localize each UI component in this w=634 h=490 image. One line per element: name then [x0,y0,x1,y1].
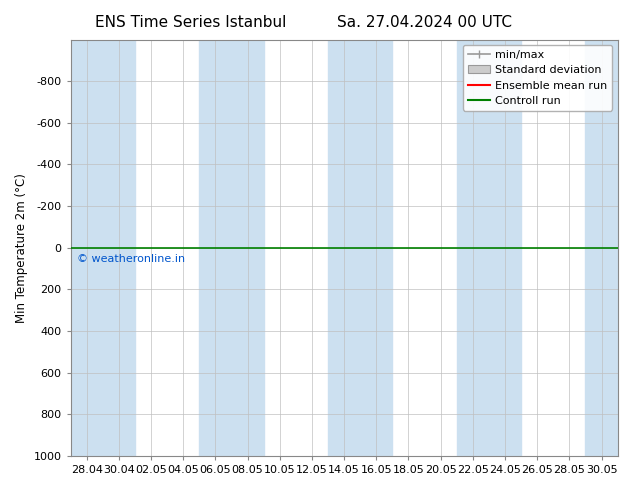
Text: © weatheronline.in: © weatheronline.in [77,254,185,264]
Bar [456,40,489,456]
Bar [360,40,392,456]
Bar [328,40,360,456]
Bar [199,40,231,456]
Text: Sa. 27.04.2024 00 UTC: Sa. 27.04.2024 00 UTC [337,15,512,30]
Bar [585,40,618,456]
Bar [489,40,521,456]
Bar [103,40,135,456]
Text: ENS Time Series Istanbul: ENS Time Series Istanbul [94,15,286,30]
Bar [231,40,264,456]
Bar [70,40,103,456]
Y-axis label: Min Temperature 2m (°C): Min Temperature 2m (°C) [15,173,28,323]
Legend: min/max, Standard deviation, Ensemble mean run, Controll run: min/max, Standard deviation, Ensemble me… [463,45,612,111]
